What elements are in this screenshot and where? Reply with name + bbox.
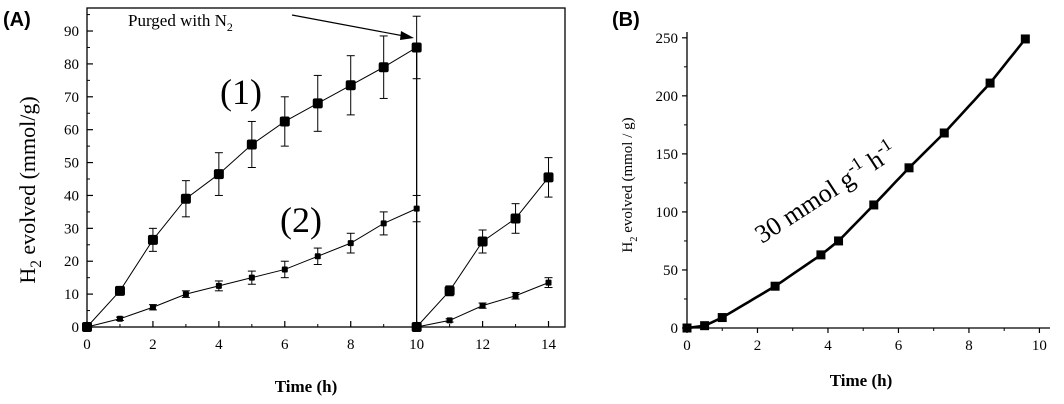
series-1-point [378,62,389,73]
chart-b-point [682,323,692,333]
purged-arrow-line [291,14,405,37]
series-1-point [213,169,224,180]
y-tick-label: 80 [64,57,79,73]
series-2-line [86,208,417,328]
x-tick-label: 12 [475,337,490,353]
series-1-label: (1) [220,72,262,112]
chart-b-point [834,236,844,246]
series-2-point [149,304,156,311]
chart-b-point [770,281,780,291]
y-tick-label: 0 [671,321,679,337]
series-1-point [510,213,521,224]
x-tick-label: 14 [541,337,557,353]
chart-b-point [816,250,826,260]
panel-label-b: (B) [612,9,640,31]
series-2-point [182,291,189,298]
series-2-point [446,317,453,324]
chart-a-xlabel: Time (h) [275,377,338,396]
series-2-point [84,324,90,330]
x-tick-label: 0 [683,338,691,354]
series-1-point [279,116,290,127]
series-2-point [413,324,420,330]
rate-label: 30 mmol g-1 h-1 [748,134,902,249]
series-2-point [281,266,288,273]
series-1-point [345,80,356,91]
series-2-point [380,220,387,227]
y-tick-label: 150 [656,147,679,163]
y-tick-label: 30 [64,221,79,237]
chart-a-series [82,15,554,332]
y-tick-label: 60 [64,123,79,139]
series-2-point [248,274,255,281]
chart-b-point [1020,34,1030,44]
series-2-point [116,315,123,322]
y-tick-label: 90 [64,24,79,40]
panel-label-a: (A) [3,9,31,31]
series-2-point [512,292,519,299]
series-1-point [543,172,554,183]
x-tick-label: 4 [824,338,832,354]
series-2-point [314,253,321,260]
chart-b-curve [686,38,1027,330]
series-1-point [444,285,455,296]
y-tick-label: 10 [64,287,79,303]
chart-b-point [700,321,710,331]
x-tick-label: 8 [965,338,973,354]
x-tick-label: 4 [215,337,223,353]
chart-a-ylabel: H2 evolved (mmol/g) [15,96,45,283]
y-tick-label: 20 [64,254,79,270]
series-2-point [479,302,486,309]
x-tick-label: 6 [895,338,903,354]
y-tick-label: 0 [72,320,80,336]
chart-b-point [939,128,949,138]
series-2-point [545,279,552,286]
y-tick-label: 250 [656,31,679,47]
y-tick-label: 100 [656,205,679,221]
y-tick-label: 40 [64,188,79,204]
series-2-point [413,205,420,212]
chart-a-frame [86,7,566,328]
x-tick-label: 0 [83,337,91,353]
series-2-point [347,240,354,247]
x-tick-label: 10 [409,337,424,353]
y-tick-label: 70 [64,90,79,106]
y-tick-label: 50 [64,156,79,172]
series-1-point [147,234,158,245]
series-1-point [114,285,125,296]
series-1-point [411,42,422,53]
series-2-point [215,282,222,289]
chart-b-point [904,163,914,173]
y-tick-label: 50 [663,263,678,279]
series-2-label: (2) [280,200,322,240]
x-tick-label: 8 [347,337,355,353]
series-1-point [180,193,191,204]
purged-annotation: Purged with N2 [128,11,233,34]
chart-a-axes: 0 2 4 6 8 10 12 14 0 10 20 30 40 50 60 70 80 90 [64,7,566,353]
chart-b-ylabel: H2 evolved (mmol / g) [620,117,640,252]
x-tick-label: 6 [281,337,289,353]
chart-b-point [985,78,995,88]
chart-b-series [682,34,1030,333]
chart-b-point [717,313,727,323]
y-tick-label: 200 [656,89,679,105]
x-tick-label: 2 [754,338,762,354]
series-1-point [477,236,488,247]
chart-b-point [869,200,879,210]
series-1-point [312,98,323,109]
x-tick-label: 2 [149,337,157,353]
chart-b-xlabel: Time (h) [830,371,893,390]
x-tick-label: 10 [1032,338,1047,354]
purged-arrowhead [400,31,414,40]
series-1-point [246,139,257,150]
